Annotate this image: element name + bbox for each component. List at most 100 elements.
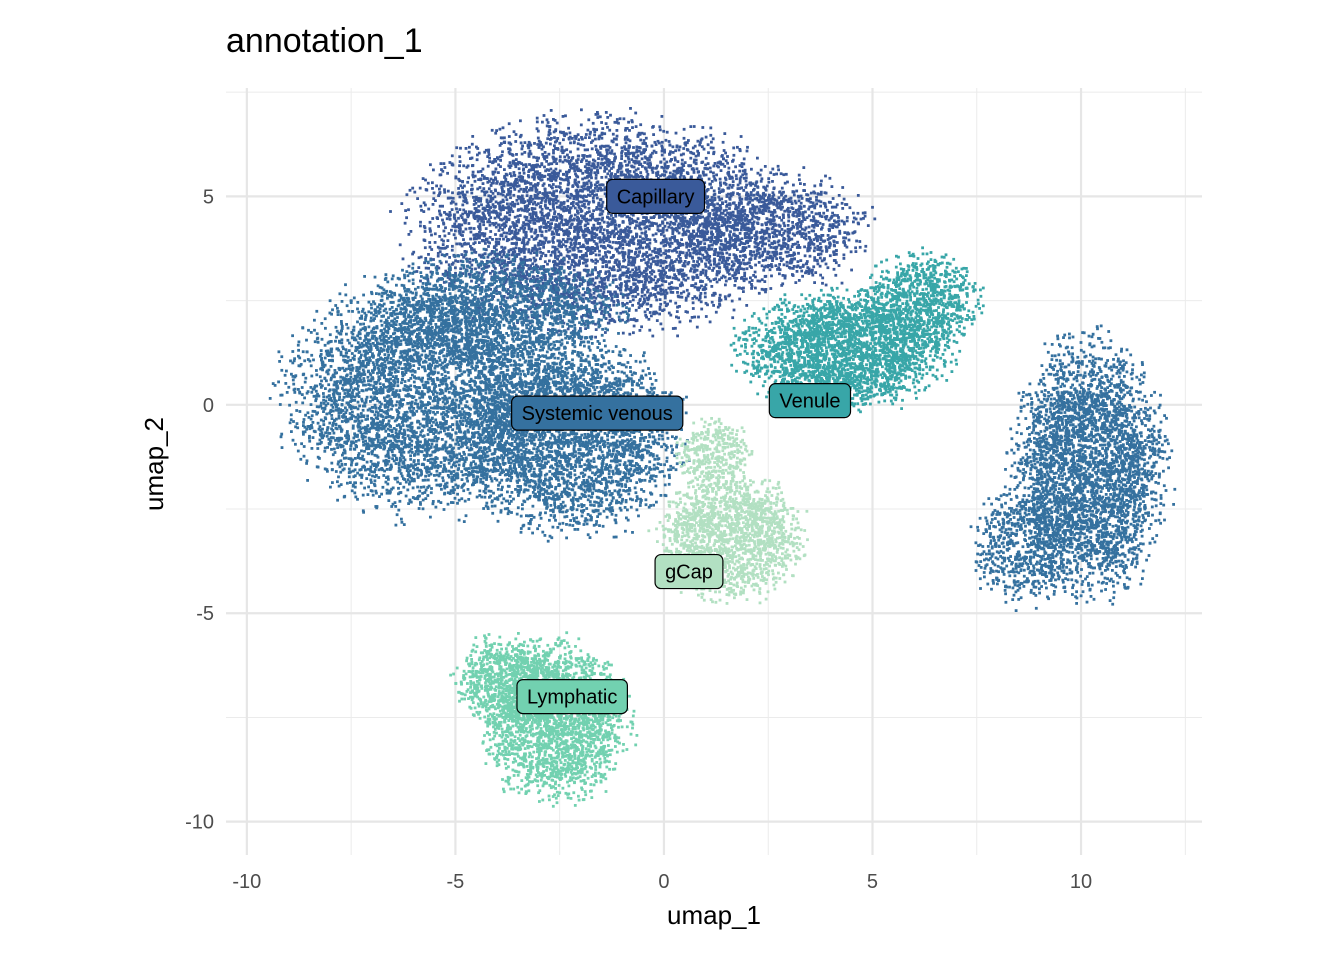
cell-point: [718, 209, 722, 212]
cell-point: [472, 175, 475, 179]
cell-point: [627, 120, 630, 124]
cell-point: [405, 216, 408, 220]
cell-point: [665, 228, 669, 232]
cell-point: [523, 207, 527, 211]
cell-point: [649, 216, 653, 220]
cell-point: [552, 151, 555, 155]
cell-point: [620, 282, 623, 285]
cell-point: [599, 145, 602, 149]
cell-point: [584, 327, 587, 330]
cell-point: [691, 247, 694, 251]
cell-point: [617, 230, 620, 234]
cell-point: [446, 189, 450, 193]
cell-point: [669, 313, 673, 317]
cell-point: [690, 267, 693, 271]
cell-point: [657, 251, 660, 254]
cell-point: [689, 150, 692, 154]
cell-point: [767, 177, 771, 180]
cell-point: [566, 237, 570, 241]
cell-point: [535, 165, 538, 169]
cell-point: [587, 163, 591, 167]
cell-point: [699, 270, 703, 274]
cell-point: [461, 186, 464, 190]
cell-point: [620, 164, 624, 168]
cell-point: [540, 278, 544, 282]
cell-point: [542, 182, 546, 186]
cell-point: [688, 242, 692, 246]
cell-point: [558, 241, 561, 245]
cell-point: [600, 176, 604, 179]
cell-point: [598, 236, 601, 240]
cell-point: [677, 231, 681, 235]
cell-point: [522, 236, 526, 240]
cell-point: [584, 238, 588, 241]
cell-point: [736, 187, 740, 190]
cell-point: [676, 334, 679, 338]
cell-point: [401, 257, 405, 261]
cell-point: [520, 147, 524, 151]
cell-point: [633, 274, 636, 277]
cell-point: [592, 163, 596, 166]
cell-point: [661, 288, 665, 292]
cell-point: [454, 266, 457, 270]
cell-point: [585, 159, 588, 163]
cell-point: [623, 145, 626, 149]
cell-point: [554, 223, 558, 226]
cell-point: [599, 289, 603, 292]
cell-point: [581, 215, 585, 219]
cell-point: [405, 193, 409, 197]
cell-point: [713, 196, 717, 200]
cell-point: [582, 293, 586, 297]
cell-point: [712, 278, 716, 281]
cell-point: [508, 147, 511, 151]
cell-point: [634, 308, 638, 312]
cell-point: [770, 274, 773, 278]
cell-point: [706, 209, 710, 213]
cell-point: [617, 121, 620, 125]
cell-point: [600, 121, 603, 124]
cell-point: [443, 234, 447, 238]
cell-point: [739, 135, 743, 138]
cell-point: [724, 279, 728, 283]
cell-point: [525, 286, 528, 290]
cell-point: [727, 166, 731, 170]
cell-point: [617, 234, 621, 238]
cell-point: [525, 194, 529, 197]
cell-point: [642, 283, 646, 287]
cell-point: [557, 212, 560, 216]
cell-point: [658, 308, 662, 311]
cell-point: [745, 304, 749, 307]
cell-point: [583, 291, 587, 294]
cell-point: [717, 165, 720, 169]
cell-point: [569, 241, 573, 245]
cell-point: [635, 150, 639, 154]
cell-point: [534, 247, 538, 251]
cell-point: [581, 245, 584, 249]
cell-point: [624, 152, 627, 155]
cell-point: [600, 162, 603, 166]
cell-point: [609, 231, 612, 234]
cell-point: [692, 152, 696, 156]
cell-point: [599, 188, 603, 192]
cell-point: [504, 235, 508, 239]
cell-point: [498, 155, 502, 159]
cell-point: [547, 133, 551, 137]
cell-point: [512, 193, 516, 197]
cell-point: [711, 199, 715, 202]
cell-point: [688, 218, 692, 221]
cell-point: [593, 246, 597, 250]
cell-point: [430, 248, 434, 251]
cell-point: [535, 159, 539, 163]
cell-point: [689, 221, 692, 225]
cell-point: [505, 217, 509, 221]
cell-point: [621, 253, 625, 257]
cell-point: [725, 205, 728, 208]
cell-point: [539, 243, 543, 246]
cell-point: [469, 230, 473, 234]
cell-point: [531, 210, 535, 214]
cell-point: [619, 292, 623, 295]
cell-point: [684, 256, 688, 259]
cell-point: [476, 210, 480, 213]
cell-point: [505, 193, 509, 197]
cell-point: [616, 295, 619, 299]
